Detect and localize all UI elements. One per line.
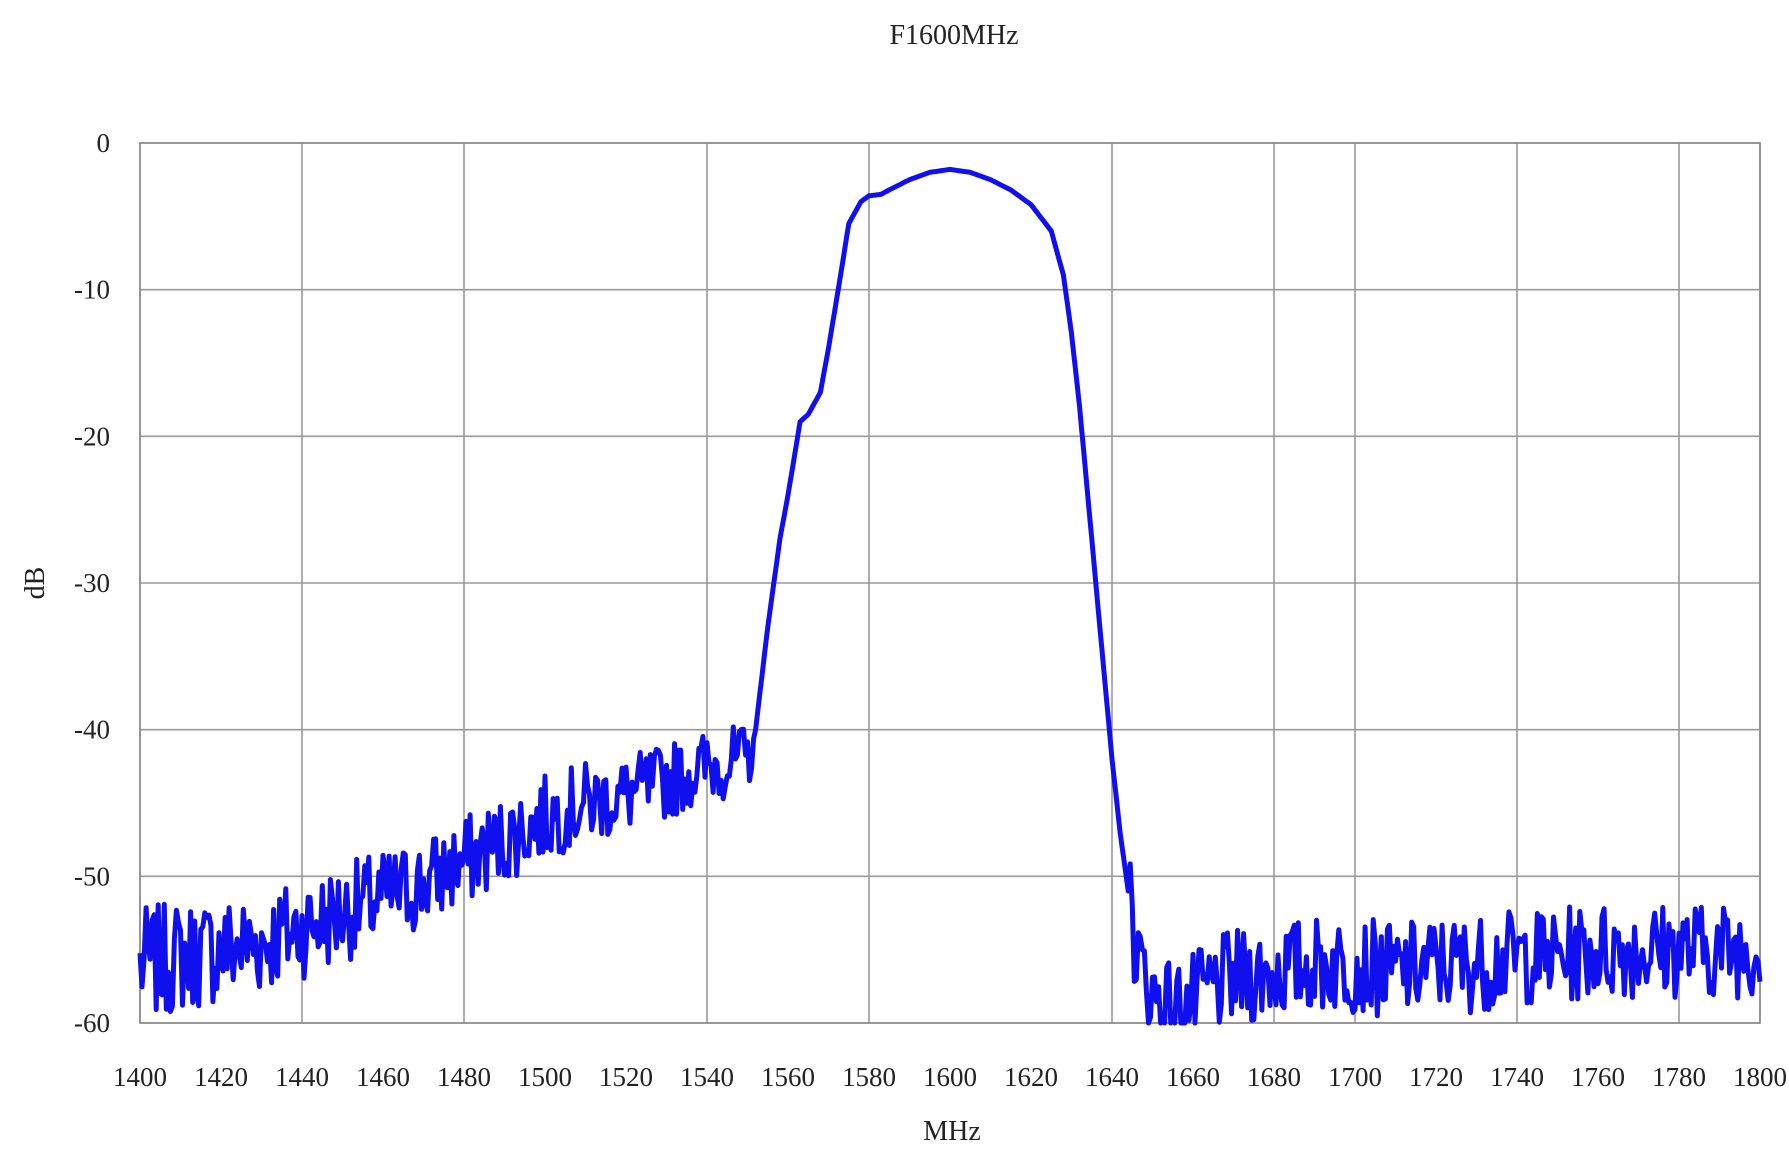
- x-tick-label: 1480: [437, 1062, 491, 1092]
- x-tick-label: 1560: [761, 1062, 815, 1092]
- chart-title: F1600MHz: [889, 20, 1018, 51]
- y-axis-label: dB: [20, 567, 51, 600]
- x-tick-label: 1680: [1247, 1062, 1301, 1092]
- x-tick-label: 1740: [1490, 1062, 1544, 1092]
- x-tick-label: 1620: [1004, 1062, 1058, 1092]
- x-tick-label: 1800: [1733, 1062, 1787, 1092]
- x-tick-label: 1760: [1571, 1062, 1625, 1092]
- plot-frame: [139, 142, 1761, 1024]
- y-tick-label: 0: [97, 128, 111, 158]
- series-line: [137, 166, 1763, 1026]
- x-tick-label: 1660: [1166, 1062, 1220, 1092]
- x-tick-label: 1400: [113, 1062, 167, 1092]
- x-tick-label: 1780: [1652, 1062, 1706, 1092]
- x-tick-label: 1420: [194, 1062, 248, 1092]
- x-tick-labels: 1400 1420 1440 1460 1480 1500 1520 1540 1560 1580…: [113, 1062, 1787, 1092]
- y-tick-label: -50: [74, 861, 110, 891]
- x-axis-label: MHz: [923, 1116, 981, 1147]
- y-tick-label: -10: [74, 275, 110, 305]
- x-tick-label: 1600: [923, 1062, 977, 1092]
- x-tick-label: 1500: [518, 1062, 572, 1092]
- x-tick-label: 1640: [1085, 1062, 1139, 1092]
- x-tick-label: 1720: [1409, 1062, 1463, 1092]
- y-tick-labels: 0 -10 -20 -30 -40 -50 -60: [74, 128, 110, 1038]
- y-tick-label: -30: [74, 568, 110, 598]
- y-tick-label: -60: [74, 1008, 110, 1038]
- x-tick-label: 1440: [275, 1062, 329, 1092]
- y-tick-label: -40: [74, 715, 110, 745]
- x-tick-label: 1700: [1328, 1062, 1382, 1092]
- x-tick-label: 1580: [842, 1062, 896, 1092]
- x-tick-label: 1540: [680, 1062, 734, 1092]
- x-tick-label: 1520: [599, 1062, 653, 1092]
- x-tick-label: 1460: [356, 1062, 410, 1092]
- y-tick-label: -20: [74, 421, 110, 451]
